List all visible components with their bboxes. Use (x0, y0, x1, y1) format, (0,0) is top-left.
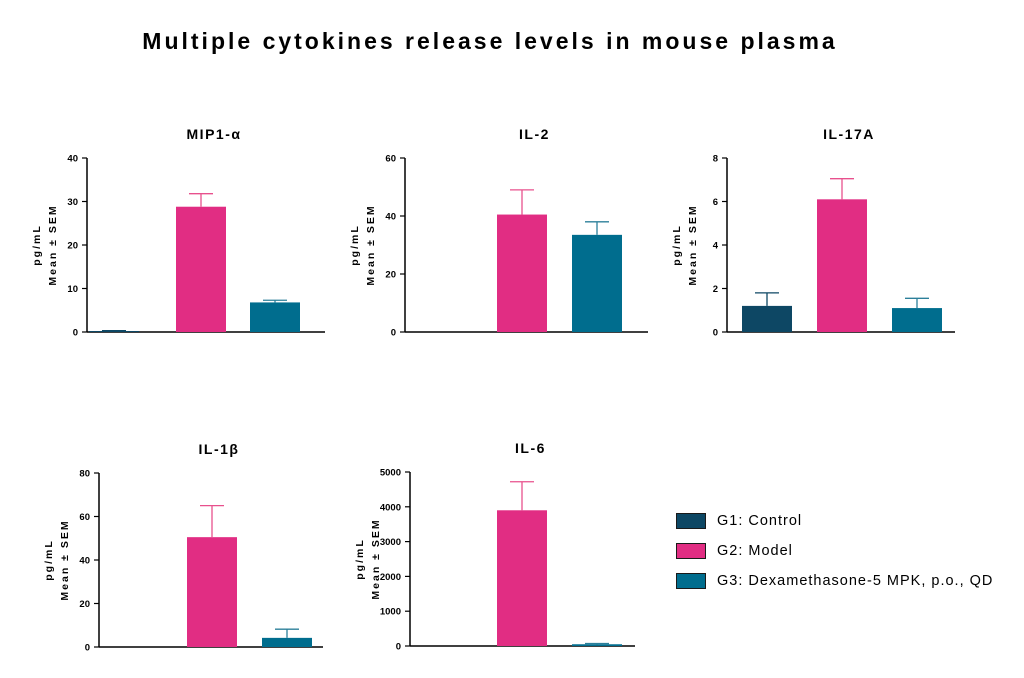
chart1-ytick-label-3: 30 (67, 197, 78, 208)
chart5-ytick-label-4: 4000 (380, 502, 401, 513)
chart5-bar-g3 (572, 644, 622, 646)
chart4-ytick-label-2: 40 (79, 556, 90, 567)
chart3-ylabel-2: Mean ± SEM (687, 204, 699, 285)
chart3-title: IL-17A (823, 126, 875, 142)
chart1-ylabel-1: pg/mL (31, 224, 43, 266)
chart5-bar-g2 (497, 510, 547, 646)
legend: G1: Control G2: Model G3: Dexamethasone-… (676, 506, 993, 596)
chart1-ylabel-2: Mean ± SEM (47, 204, 59, 285)
chart5-ytick-label-5: 5000 (380, 468, 401, 479)
chart1-title: MIP1-α (187, 126, 242, 142)
chart4-ytick-label-0: 0 (85, 643, 90, 654)
chart2-bar-g2 (497, 214, 547, 332)
legend-swatch-g3 (676, 573, 706, 589)
legend-swatch-g2 (676, 543, 706, 559)
legend-label-g1: G1: Control (717, 513, 803, 529)
chart2-ylabel-1: pg/mL (349, 224, 361, 266)
chart3-ylabel-1: pg/mL (671, 224, 683, 266)
legend-item-g2: G2: Model (676, 536, 993, 566)
chart1-ytick-label-0: 0 (73, 328, 78, 339)
chart3-bar-g1 (742, 305, 792, 332)
chart5-ytick-label-0: 0 (396, 642, 401, 653)
chart3-bar-g3 (892, 308, 942, 332)
chart3-ytick-label-3: 6 (713, 197, 718, 208)
legend-label-g3: G3: Dexamethasone-5 MPK, p.o., QD (717, 573, 994, 589)
chart3-ytick-label-0: 0 (713, 328, 718, 339)
chart2-title: IL-2 (519, 126, 550, 142)
chart4-title: IL-1β (199, 441, 240, 457)
chart5-ytick-label-2: 2000 (380, 572, 401, 583)
legend-label-g2: G2: Model (717, 543, 793, 559)
chart2-ylabel-2: Mean ± SEM (365, 204, 377, 285)
chart3-ytick-label-1: 2 (713, 284, 718, 295)
chart5-title: IL-6 (515, 440, 546, 456)
chart4-bar-g2 (187, 537, 237, 647)
chart4-ytick-label-1: 20 (79, 599, 90, 610)
chart2-ytick-label-2: 40 (385, 212, 396, 223)
chart4-ylabel-2: Mean ± SEM (59, 519, 71, 600)
chart1-ytick-label-1: 10 (67, 284, 78, 295)
chart1-bar-g2 (176, 206, 226, 332)
chart5-ylabel-1: pg/mL (354, 538, 366, 580)
legend-swatch-g1 (676, 513, 706, 529)
chart2-ytick-label-0: 0 (391, 328, 396, 339)
chart1-ytick-label-2: 20 (67, 241, 78, 252)
chart2-ytick-label-1: 20 (385, 270, 396, 281)
chart4-ytick-label-3: 60 (79, 512, 90, 523)
chart1-bar-g3 (250, 302, 300, 332)
chart3-bar-g2 (817, 199, 867, 332)
chart3-ytick-label-4: 8 (713, 154, 718, 165)
chart5-ytick-label-3: 3000 (380, 537, 401, 548)
legend-item-g1: G1: Control (676, 506, 993, 536)
chart4-ylabel-1: pg/mL (43, 539, 55, 581)
chart4-bar-g3 (262, 637, 312, 647)
chart5-ytick-label-1: 1000 (380, 607, 401, 618)
chart-main-title: Multiple cytokines release levels in mou… (142, 28, 838, 54)
chart1-bar-g1 (89, 331, 139, 332)
chart2-bar-g3 (572, 234, 622, 332)
legend-item-g3: G3: Dexamethasone-5 MPK, p.o., QD (676, 566, 993, 596)
chart5-ylabel-2: Mean ± SEM (370, 518, 382, 599)
chart4-ytick-label-4: 80 (79, 469, 90, 480)
chart3-ytick-label-2: 4 (713, 241, 719, 252)
chart1-ytick-label-4: 40 (67, 154, 78, 165)
chart2-ytick-label-3: 60 (385, 154, 396, 165)
